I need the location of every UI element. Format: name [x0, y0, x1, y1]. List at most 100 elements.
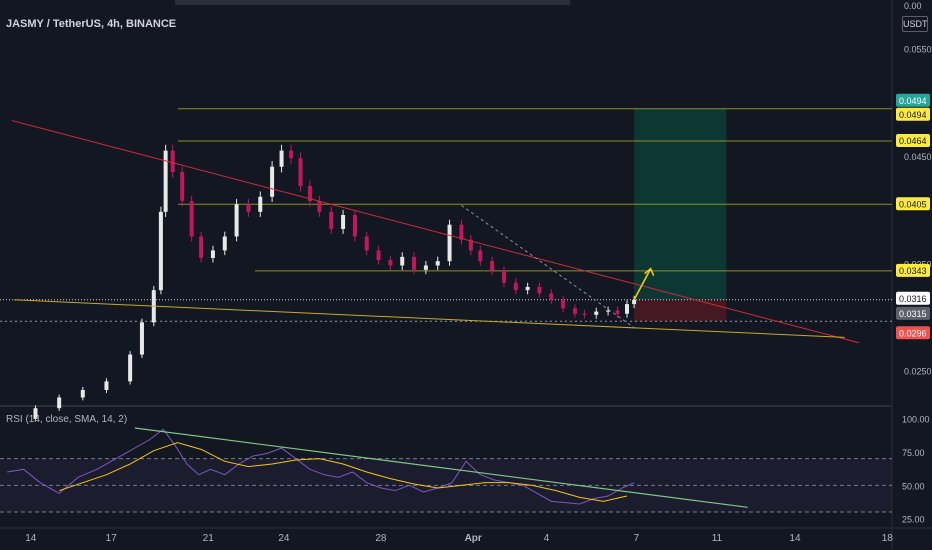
price-tick-label: 0.0450	[904, 152, 932, 162]
candle[interactable]	[388, 260, 393, 266]
price-label-text: 0.0315	[899, 309, 927, 319]
candle[interactable]	[128, 354, 133, 382]
candle[interactable]	[400, 256, 405, 266]
stop-zone[interactable]	[634, 299, 727, 322]
candle[interactable]	[412, 256, 417, 270]
price-label-text: 0.0296	[899, 328, 927, 338]
price-label-box[interactable]	[896, 263, 930, 277]
candle[interactable]	[549, 293, 554, 300]
candle[interactable]	[258, 196, 263, 212]
candle[interactable]	[615, 310, 620, 314]
candle[interactable]	[158, 211, 163, 291]
rsi-tick-label: 100.00	[902, 415, 930, 425]
candle[interactable]	[513, 282, 518, 291]
rsi-indicator-label[interactable]: RSI (14, close, SMA, 14, 2)	[6, 414, 128, 425]
candle[interactable]	[341, 215, 346, 229]
candle[interactable]	[57, 397, 62, 409]
time-tick-label: 21	[203, 533, 215, 544]
candle[interactable]	[447, 224, 452, 262]
time-tick-label: 7	[634, 533, 640, 544]
price-label-box[interactable]	[896, 197, 930, 211]
dotted-projection[interactable]	[461, 204, 635, 329]
candle[interactable]	[170, 150, 175, 173]
candle[interactable]	[632, 299, 637, 305]
candle[interactable]	[525, 286, 530, 291]
candle[interactable]	[625, 304, 630, 314]
candle[interactable]	[163, 150, 168, 212]
candle[interactable]	[80, 389, 85, 398]
time-tick-label: 24	[278, 533, 290, 544]
rsi-tick-label: 50.00	[902, 481, 925, 491]
candle[interactable]	[537, 286, 542, 294]
arrowhead-icon	[644, 267, 655, 276]
candle[interactable]	[459, 224, 464, 240]
candle[interactable]	[468, 239, 473, 251]
price-label-box[interactable]	[896, 133, 930, 147]
candle[interactable]	[210, 250, 215, 258]
price-tick-label: 0.00	[904, 1, 922, 11]
price-label-text: 0.0494	[899, 110, 927, 120]
price-tick-label: 0.0250	[904, 367, 932, 377]
rsi-ma-line[interactable]	[58, 442, 628, 502]
time-tick-label: 14	[789, 533, 801, 544]
candle[interactable]	[279, 150, 284, 167]
candle[interactable]	[582, 313, 587, 315]
candle[interactable]	[189, 201, 194, 237]
candle[interactable]	[180, 172, 185, 202]
projected-move[interactable]	[633, 268, 652, 301]
time-tick-label: 14	[25, 533, 37, 544]
candle[interactable]	[317, 201, 322, 212]
gold-lower-trendline[interactable]	[14, 299, 845, 338]
red-descending-trendline[interactable]	[11, 120, 860, 344]
price-label-text: 0.0316	[899, 294, 927, 304]
price-label-box[interactable]	[896, 107, 930, 121]
candle[interactable]	[352, 215, 357, 237]
rsi-tick-label: 75.00	[902, 448, 925, 458]
price-label-text: 0.0494	[899, 96, 927, 106]
price-label-box[interactable]	[896, 326, 930, 340]
rsi-line[interactable]	[7, 428, 635, 505]
price-label-box[interactable]	[896, 93, 930, 107]
candle[interactable]	[199, 236, 204, 258]
candle[interactable]	[561, 299, 566, 309]
rsi-tick-label: 25.00	[902, 515, 925, 525]
time-tick-label: 28	[375, 533, 387, 544]
candle[interactable]	[606, 310, 611, 312]
candle[interactable]	[298, 158, 303, 187]
candle[interactable]	[572, 308, 577, 314]
volume-strip	[175, 0, 570, 5]
candle[interactable]	[139, 322, 144, 355]
price-label-text: 0.0464	[899, 136, 927, 146]
candle[interactable]	[307, 186, 312, 202]
price-label-text: 0.0405	[899, 199, 927, 209]
price-label-box[interactable]	[896, 306, 930, 320]
candle[interactable]	[501, 270, 506, 283]
rsi-trendline[interactable]	[134, 427, 748, 508]
candle[interactable]	[376, 250, 381, 261]
candle[interactable]	[329, 211, 334, 229]
time-tick-label: Apr	[465, 533, 482, 544]
candle[interactable]	[246, 204, 251, 212]
candle[interactable]	[478, 250, 483, 262]
price-label-box[interactable]	[896, 291, 930, 305]
candle[interactable]	[594, 311, 599, 315]
time-tick-label: 17	[106, 533, 118, 544]
candle[interactable]	[234, 204, 239, 237]
price-label-text: 0.0343	[899, 266, 927, 276]
time-tick-label: 11	[712, 533, 723, 544]
time-tick-label: 18	[882, 533, 894, 544]
candle[interactable]	[104, 381, 109, 390]
candle[interactable]	[490, 261, 495, 271]
symbol-header[interactable]: JASMY / TetherUS, 4h, BINANCE	[6, 18, 177, 30]
candle[interactable]	[289, 150, 294, 159]
candle[interactable]	[435, 261, 440, 266]
candle[interactable]	[33, 408, 38, 419]
candle[interactable]	[423, 265, 428, 270]
currency-unit-button[interactable]: USDT	[902, 16, 928, 32]
time-tick-label: 4	[544, 533, 550, 544]
candle[interactable]	[270, 166, 275, 197]
candle[interactable]	[364, 236, 369, 251]
candle[interactable]	[222, 236, 227, 251]
price-tick-label: 0.0550	[904, 45, 932, 55]
